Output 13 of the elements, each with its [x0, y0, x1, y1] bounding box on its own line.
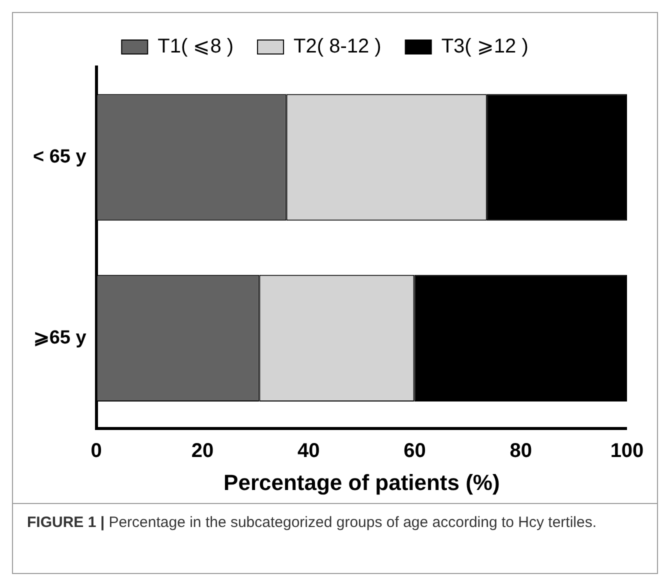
x-tick-label: 100	[610, 440, 644, 462]
x-axis-title: Percentage of patients (%)	[224, 470, 500, 495]
x-tick-label: 60	[404, 440, 426, 462]
caption: FIGURE 1 | Percentage in the subcategorized groups of age according to Hcy tertiles.	[27, 513, 598, 533]
x-tick-label: 40	[297, 440, 320, 462]
x-tick-label: 80	[510, 440, 532, 462]
legend-label: T2( 8-12 )	[294, 36, 382, 58]
y-tick-label: ⩾65 y	[33, 327, 87, 348]
y-tick-label: < 65 y	[32, 146, 87, 168]
legend-label: T1( ⩽8 )	[158, 36, 234, 58]
legend-label: T3( ⩾12 )	[441, 36, 528, 58]
x-tick-label: 20	[191, 440, 214, 462]
x-tick-label: 0	[90, 440, 102, 462]
